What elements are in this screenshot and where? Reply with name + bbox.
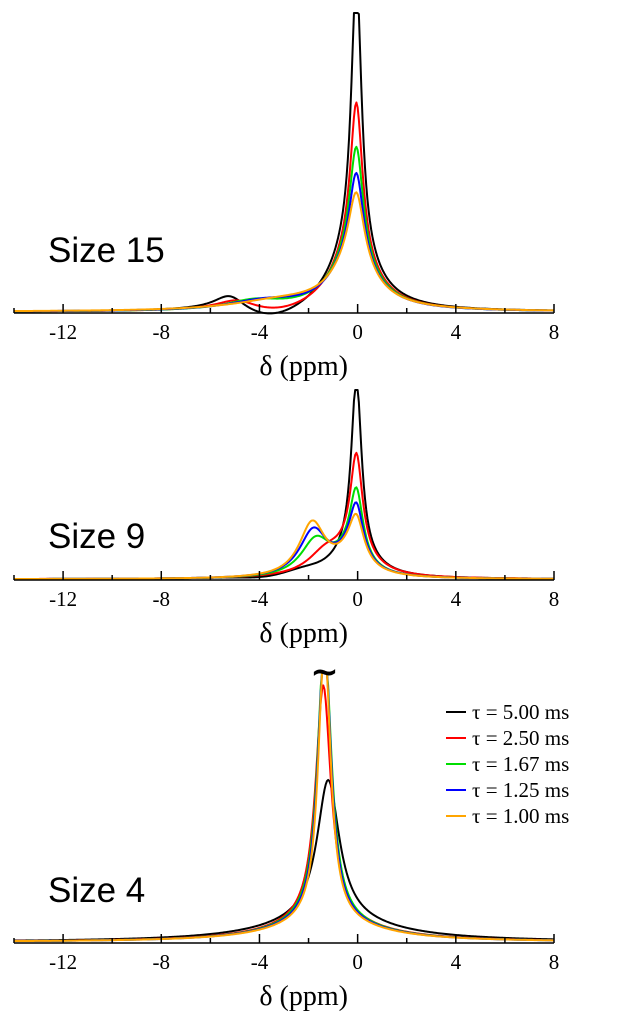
legend-entry: τ = 1.00 ms <box>472 804 569 828</box>
x-axis-title: δ (ppm) <box>259 351 348 382</box>
x-tick-label: -12 <box>49 950 77 974</box>
x-tick-label: 4 <box>451 587 462 611</box>
panel-label: Size 9 <box>48 517 145 556</box>
axis-break-mark: ~ <box>310 652 339 692</box>
x-tick-label: -8 <box>153 587 171 611</box>
x-tick-label: 8 <box>549 587 560 611</box>
x-tick-label: -12 <box>49 320 77 344</box>
series-line-5 <box>13 191 555 313</box>
x-tick-label: -12 <box>49 587 77 611</box>
x-tick-label: -8 <box>153 950 171 974</box>
x-tick-label: 0 <box>352 587 363 611</box>
x-tick-label: 0 <box>352 320 363 344</box>
x-tick-label: 0 <box>352 950 363 974</box>
panel-size-15: -12 -8 -4 0 4 8 δ (ppm) Size 15 <box>13 12 560 382</box>
x-tick-label: 8 <box>549 950 560 974</box>
series-line-2 <box>14 451 554 580</box>
series-line-3 <box>14 145 555 313</box>
x-axis-title: δ (ppm) <box>259 618 348 649</box>
legend-entry: τ = 1.25 ms <box>472 778 569 802</box>
series-line-2 <box>14 101 555 313</box>
panel-size-9: -12 -8 -4 0 4 8 δ (ppm) Size 9 <box>13 389 560 649</box>
panel-label: Size 4 <box>48 871 145 910</box>
series-line-5 <box>13 672 555 943</box>
panel-size-4: -12 -8 -4 0 4 8 δ (ppm) Size 4 ~ <box>13 652 560 1012</box>
legend-entry: τ = 2.50 ms <box>472 726 569 750</box>
x-tick-label: -8 <box>153 320 171 344</box>
x-tick-label: -4 <box>251 320 269 344</box>
series-line-5 <box>13 512 554 580</box>
legend-entry: τ = 1.67 ms <box>472 752 569 776</box>
x-axis-title: δ (ppm) <box>259 981 348 1012</box>
legend: τ = 5.00 msτ = 2.50 msτ = 1.67 msτ = 1.2… <box>446 700 569 828</box>
legend-entry: τ = 5.00 ms <box>472 700 569 724</box>
x-tick-label: 8 <box>549 320 560 344</box>
x-tick-label: 4 <box>451 950 462 974</box>
x-tick-label: -4 <box>251 950 269 974</box>
x-tick-label: 4 <box>451 320 462 344</box>
x-tick-label: -4 <box>251 587 269 611</box>
panel-label: Size 15 <box>48 231 165 270</box>
